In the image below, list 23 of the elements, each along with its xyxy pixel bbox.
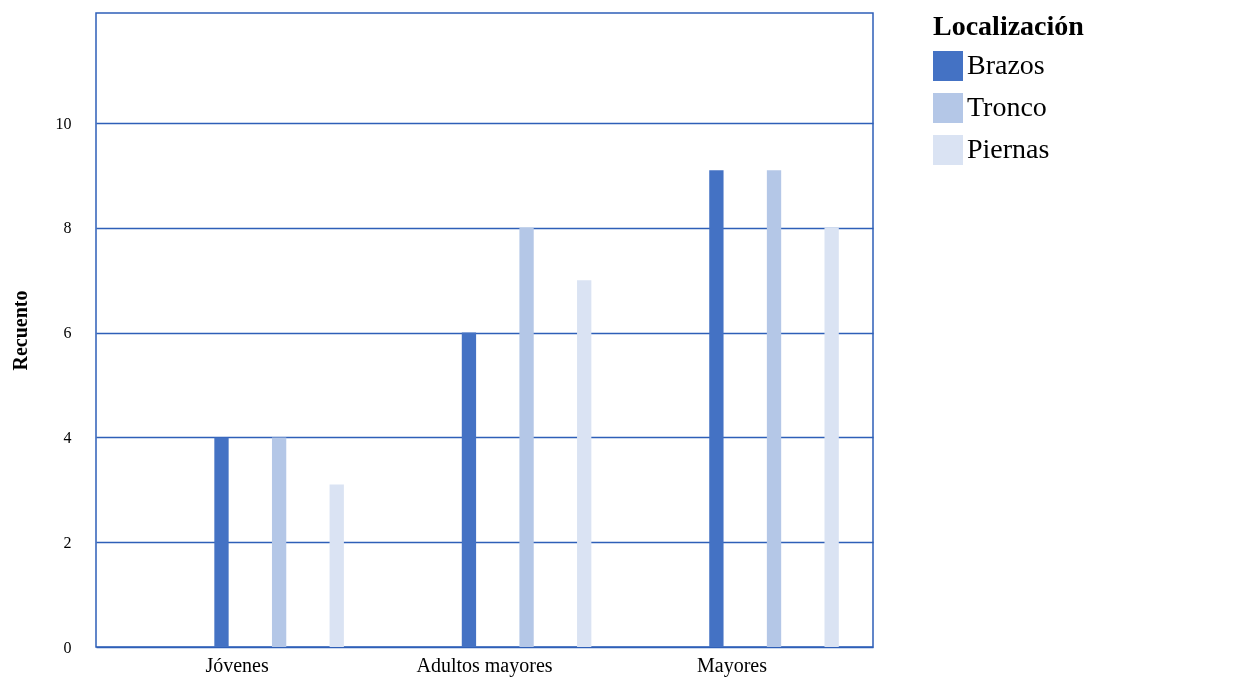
y-tick-label: 6: [63, 324, 72, 342]
y-tick-label: 4: [63, 428, 72, 446]
legend-title: Localización: [933, 10, 1085, 41]
bar: [709, 170, 724, 647]
y-tick-label: 10: [55, 114, 72, 132]
bar: [766, 170, 782, 647]
x-tick-label: Jóvenes: [205, 653, 269, 676]
y-axis-title: Recuento: [8, 290, 31, 371]
x-tick-label: Mayores: [696, 653, 768, 677]
x-tick-label: Adultos mayores: [416, 653, 553, 677]
bar: [271, 437, 287, 647]
y-tick-label: 0: [63, 638, 72, 656]
bar: [577, 280, 592, 647]
bar: [214, 437, 229, 647]
bar: [461, 332, 477, 647]
bar: [329, 484, 344, 647]
bar: [824, 227, 839, 647]
legend-label: Brazos: [967, 49, 1045, 80]
bar: [519, 227, 534, 647]
legend-label: Piernas: [967, 133, 1050, 164]
y-tick-label: 2: [63, 533, 72, 551]
legend-label: Tronco: [967, 91, 1047, 122]
y-tick-label: 8: [63, 219, 72, 237]
